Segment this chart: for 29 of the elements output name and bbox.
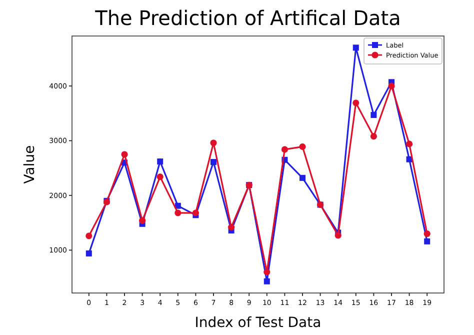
point xyxy=(388,82,395,90)
point xyxy=(264,268,270,276)
point xyxy=(192,210,200,216)
y-axis-title: Value xyxy=(22,145,38,184)
point xyxy=(210,159,216,166)
point xyxy=(228,224,235,230)
point xyxy=(86,232,92,240)
point xyxy=(264,278,270,284)
point xyxy=(370,133,377,140)
point xyxy=(281,146,288,153)
point xyxy=(210,140,217,146)
point xyxy=(406,140,413,148)
point xyxy=(139,217,146,224)
x-axis-title: Index of Test Data xyxy=(194,315,322,331)
point xyxy=(174,202,181,209)
point xyxy=(352,44,359,51)
point xyxy=(334,232,342,239)
point xyxy=(157,158,164,164)
point xyxy=(424,230,430,238)
point xyxy=(174,210,182,216)
chart-title: The Prediction of Artifical Data xyxy=(94,6,401,30)
point xyxy=(156,174,164,180)
point xyxy=(300,174,306,181)
point xyxy=(424,238,430,244)
point xyxy=(370,112,377,118)
point xyxy=(299,143,306,150)
point xyxy=(121,151,128,158)
point xyxy=(86,250,92,256)
point xyxy=(352,100,360,106)
